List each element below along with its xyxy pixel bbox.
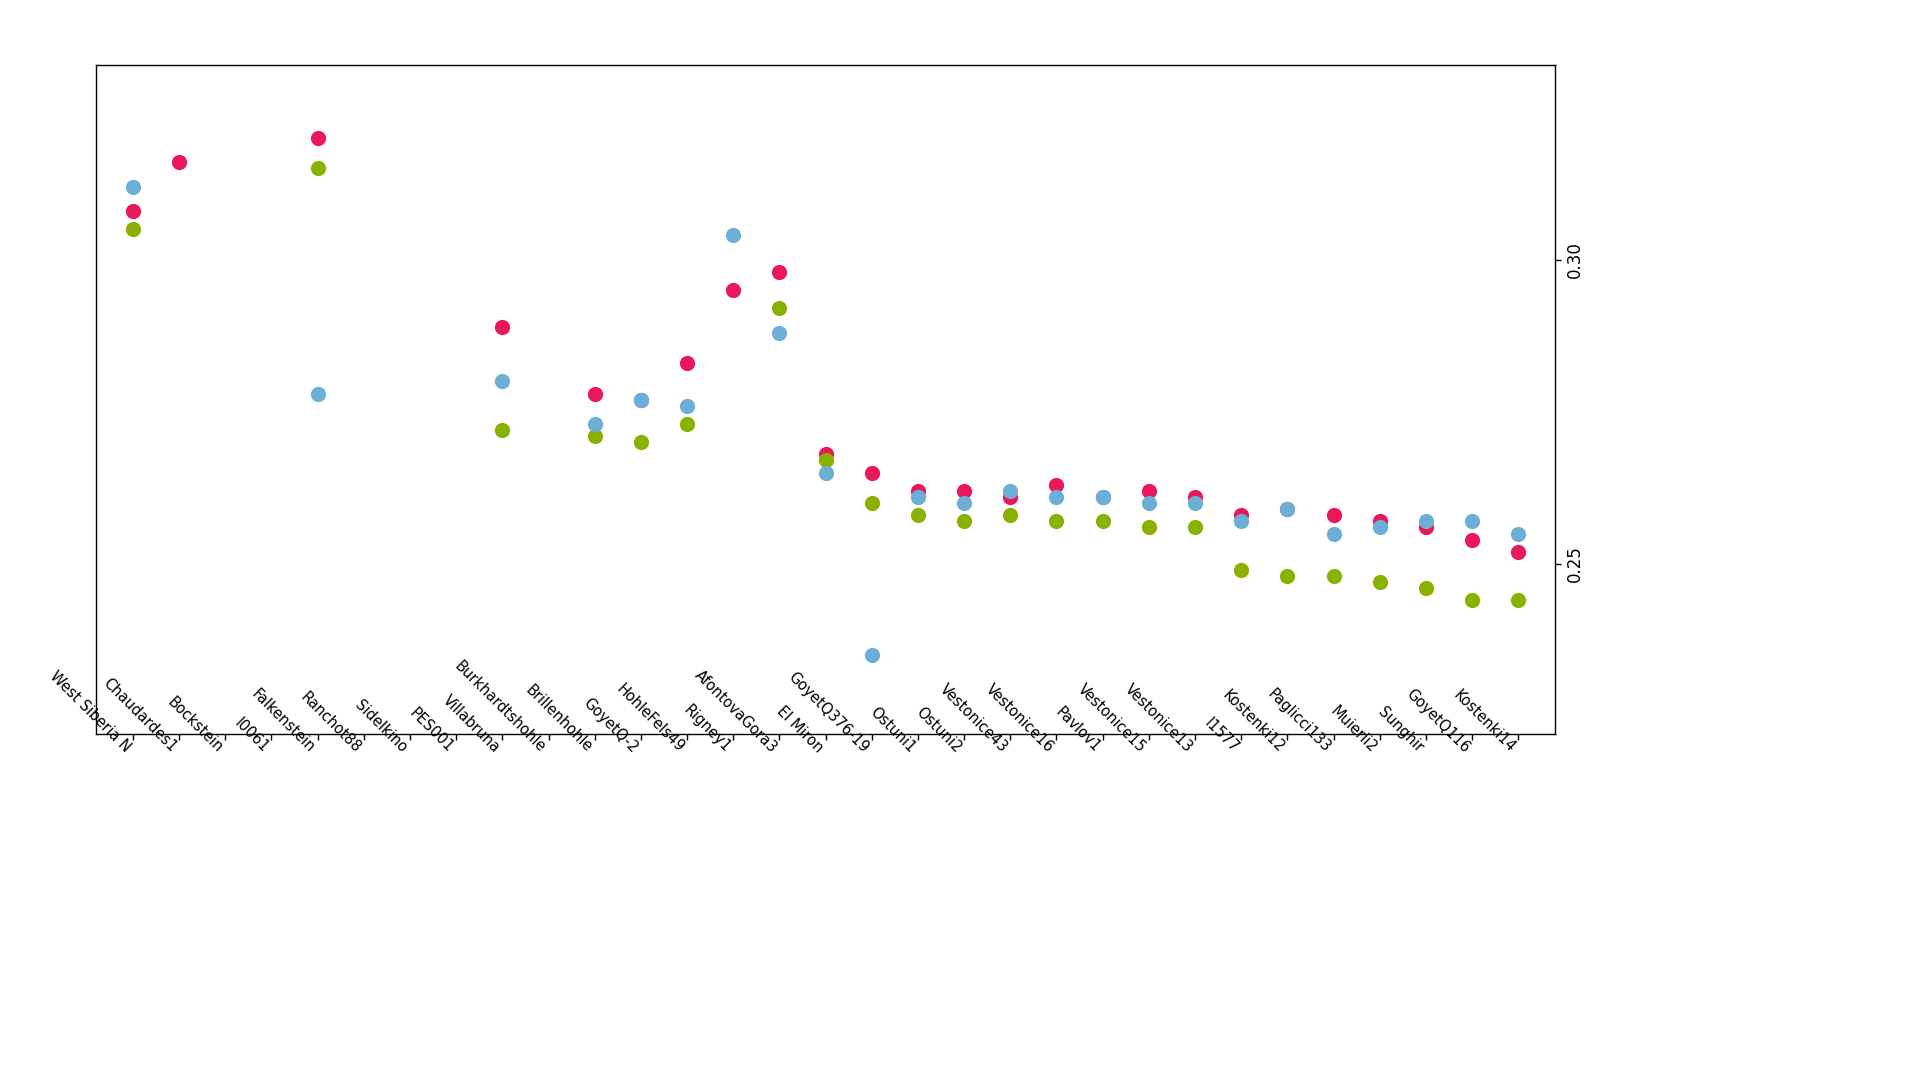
Point (1041, 488, 1071, 505)
Point (1179, 488, 1210, 505)
Point (488, 318, 518, 335)
Point (1179, 495, 1210, 512)
Point (1365, 573, 1396, 591)
Point (1457, 513, 1488, 530)
Point (580, 384, 611, 402)
Point (995, 483, 1025, 500)
Point (1225, 562, 1256, 579)
Point (856, 647, 887, 664)
Point (117, 202, 148, 219)
Point (948, 495, 979, 512)
Point (1273, 500, 1304, 517)
Point (1273, 500, 1304, 517)
Point (117, 220, 148, 238)
Point (1365, 518, 1396, 536)
Point (163, 153, 194, 171)
Point (764, 264, 795, 281)
Point (1133, 483, 1164, 500)
Point (856, 495, 887, 512)
Point (301, 160, 332, 177)
Point (301, 130, 332, 147)
Point (902, 488, 933, 505)
Point (1179, 518, 1210, 536)
Point (1457, 531, 1488, 549)
Point (301, 384, 332, 402)
Point (856, 464, 887, 482)
Point (1273, 567, 1304, 584)
Point (810, 451, 841, 469)
Point (1087, 513, 1117, 530)
Point (626, 391, 657, 408)
Point (1411, 513, 1442, 530)
Point (1225, 507, 1256, 524)
Point (672, 354, 703, 372)
Point (1319, 567, 1350, 584)
Point (1133, 495, 1164, 512)
Point (948, 483, 979, 500)
Point (1133, 518, 1164, 536)
Point (1225, 513, 1256, 530)
Point (1087, 488, 1117, 505)
Point (1411, 580, 1442, 597)
Point (1365, 513, 1396, 530)
Point (718, 282, 749, 299)
Point (718, 227, 749, 244)
Point (1457, 592, 1488, 609)
Point (810, 446, 841, 463)
Point (1041, 476, 1071, 494)
Point (672, 397, 703, 415)
Point (1411, 518, 1442, 536)
Point (580, 416, 611, 433)
Point (764, 299, 795, 316)
Point (1503, 525, 1534, 542)
Point (1087, 488, 1117, 505)
Point (1319, 507, 1350, 524)
Point (626, 391, 657, 408)
Point (1319, 525, 1350, 542)
Point (810, 464, 841, 482)
Point (488, 421, 518, 438)
Point (488, 373, 518, 390)
Point (626, 433, 657, 450)
Point (1503, 592, 1534, 609)
Point (948, 513, 979, 530)
Point (902, 507, 933, 524)
Point (995, 488, 1025, 505)
Point (580, 428, 611, 445)
Point (1503, 543, 1534, 561)
Point (764, 324, 795, 341)
Point (117, 178, 148, 195)
Point (672, 416, 703, 433)
Point (902, 483, 933, 500)
Point (995, 507, 1025, 524)
Point (1041, 513, 1071, 530)
